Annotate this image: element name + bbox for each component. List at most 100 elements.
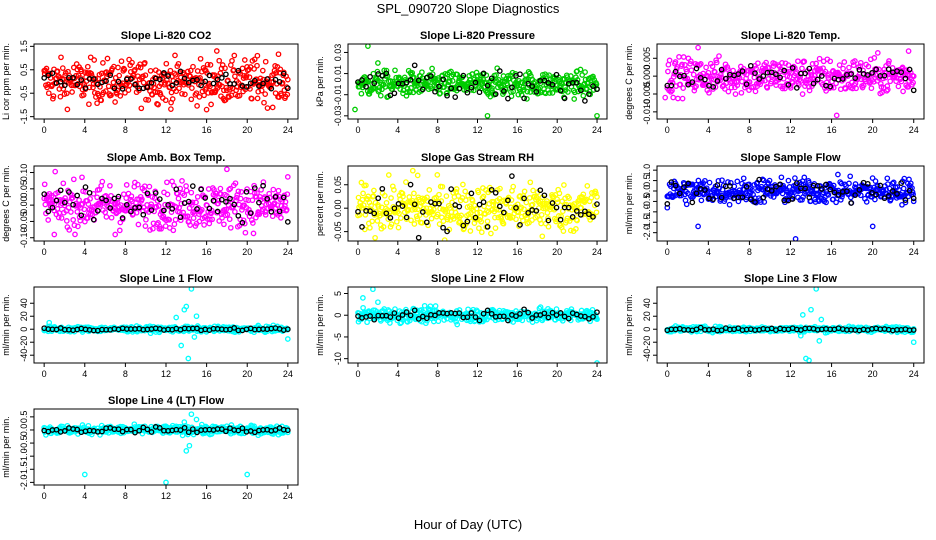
data-point [702,177,708,184]
data-point [201,92,207,99]
data-point [823,88,829,94]
data-point [190,63,196,70]
reference-point [103,78,109,84]
data-point [178,200,185,207]
reference-point [448,85,455,92]
outlier-point [816,338,823,344]
reference-point [464,89,471,96]
reference-point [500,209,507,216]
data-point [434,172,441,178]
data-point [194,103,200,109]
x-tick-label: 4 [706,369,711,379]
reference-point [802,70,808,77]
data-point [424,317,430,324]
x-tick-label: 20 [868,369,878,379]
data-point [196,218,203,225]
outlier-point [808,306,814,313]
reference-point [898,180,905,186]
y-tick-label: 20 [642,311,652,321]
reference-point [57,187,64,194]
data-point [792,70,799,77]
data-point [250,220,256,226]
data-point [416,212,423,218]
y-tick-label: 0 [642,327,652,332]
data-point [554,86,561,93]
data-point [580,92,587,99]
reference-point [161,70,167,76]
data-point [375,203,382,210]
x-tick-label: 16 [202,247,212,257]
outlier-point [185,355,192,362]
data-point [734,82,741,89]
data-point [170,227,177,234]
data-point [223,87,230,94]
data-point [887,78,894,85]
data-point [413,213,420,220]
reference-point [415,234,422,241]
data-point [582,69,588,75]
x-tick-label: 0 [665,369,670,379]
reference-point [70,201,76,208]
data-point [835,171,841,178]
reference-point [379,185,386,192]
reference-point [247,210,254,216]
data-point [593,209,600,216]
reference-point [702,76,708,83]
panel-points [355,287,600,363]
data-point [895,83,902,90]
reference-point [668,179,675,185]
y-tick-label: 0.0 [642,185,652,198]
data-point [666,57,673,64]
data-point [79,174,85,181]
reference-point [78,212,85,219]
y-tick-label: -0.05 [333,221,343,242]
data-point [383,67,390,74]
reference-point [525,309,532,316]
panel-ylabel: ml/min per min. [1,294,11,356]
data-point [393,218,400,225]
reference-point [218,75,225,81]
x-tick-label: 0 [42,247,47,257]
x-tick-label: 20 [242,369,252,379]
reference-point [194,76,200,83]
data-point [183,187,190,194]
outlier-point [203,106,210,113]
data-point [574,77,581,83]
data-point [371,187,377,194]
data-point [85,201,92,207]
data-point [474,210,481,216]
data-point [799,196,805,203]
reference-point [268,208,275,215]
data-point [403,179,409,185]
data-point [254,62,260,69]
reference-point [419,209,426,215]
data-point [439,183,446,190]
data-point [492,214,498,221]
data-point [822,68,829,75]
reference-point [144,190,151,197]
reference-point [902,75,909,82]
data-point [72,231,78,238]
data-point [79,86,86,93]
data-point [703,64,709,71]
data-point [103,214,110,220]
data-point [364,319,370,326]
data-point [717,77,724,84]
outlier-point [254,52,261,59]
data-point [237,195,244,202]
reference-point [881,195,888,202]
data-point [360,202,367,209]
x-tick-label: 20 [868,125,878,135]
outlier-point [370,287,376,293]
data-point [241,57,248,63]
reference-point [379,72,386,79]
data-point [188,189,195,196]
data-point [546,90,553,96]
data-point [879,89,885,96]
y-tick-label: -0.5 [19,85,29,101]
reference-point [500,88,507,94]
reference-point [128,208,134,215]
reference-point [423,315,430,322]
